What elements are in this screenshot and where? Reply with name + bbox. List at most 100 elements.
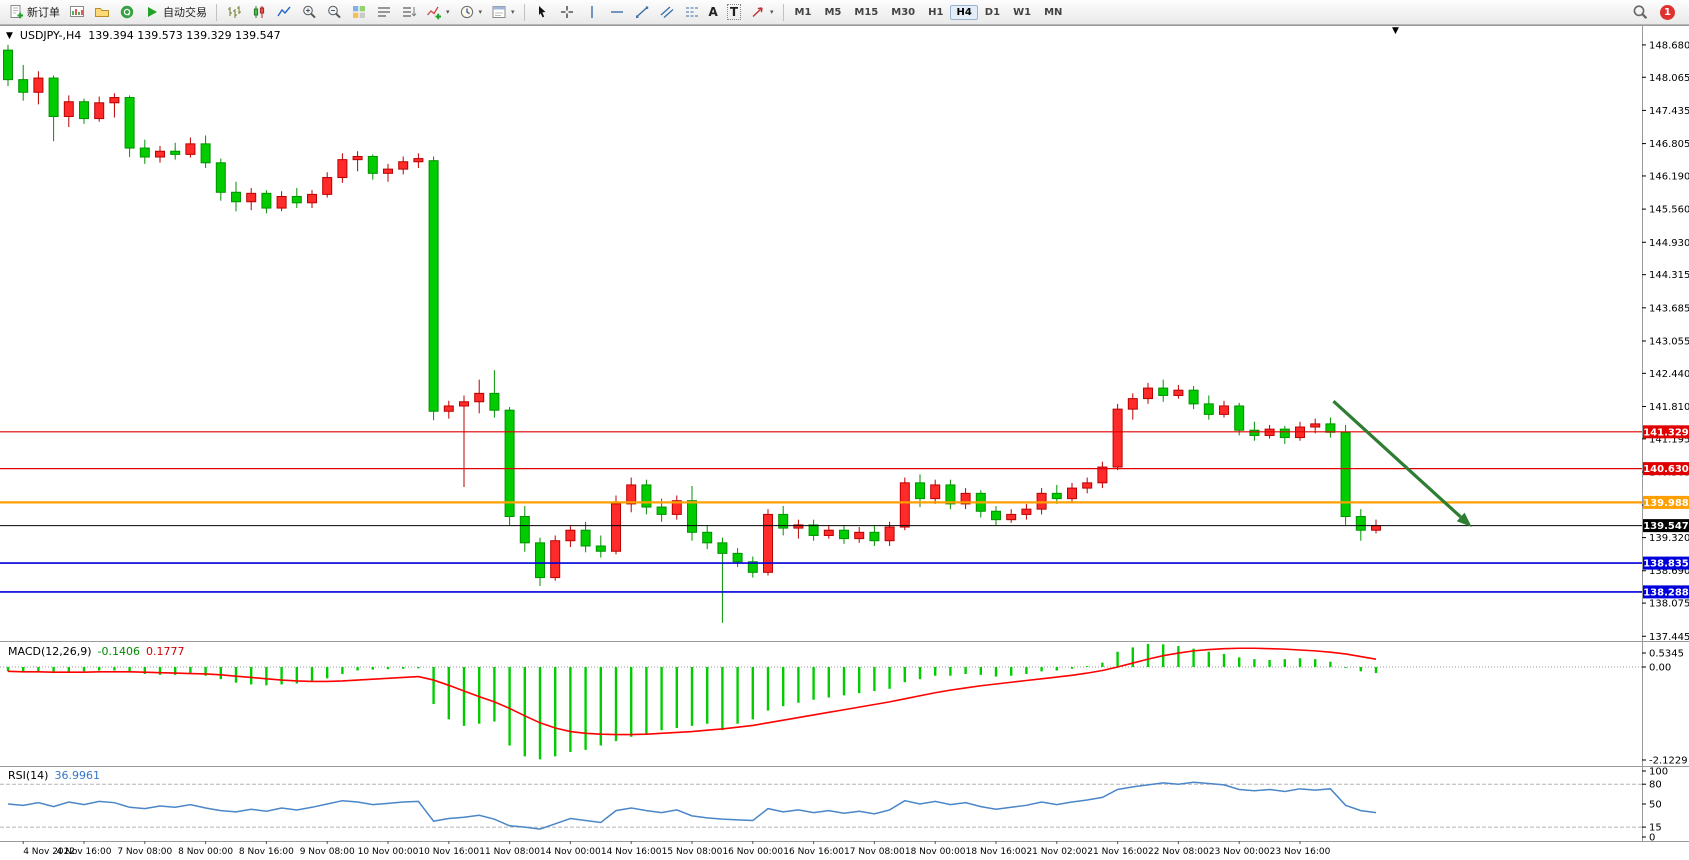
chevron-down-icon: ▾ (446, 8, 450, 16)
timeframe-m1-button[interactable]: M1 (794, 6, 812, 18)
arrange-windows-icon (378, 7, 390, 17)
svg-text:139.547: 139.547 (1643, 521, 1689, 532)
template-window-button[interactable]: ▾ (487, 2, 519, 23)
arrange-windows-button[interactable] (372, 2, 396, 23)
toolbar-separator (782, 3, 784, 21)
macd-pane[interactable]: 0.5345 0.00 -2.1229 (0, 643, 1688, 767)
trend-line-tool-button[interactable] (630, 2, 654, 23)
text-tool-button[interactable]: A (705, 2, 722, 23)
pane-separators (0, 25, 1689, 842)
price-axis[interactable]: 148.680 148.065 147.435 146.805 146.190 145.5… (1642, 40, 1689, 643)
chevron-down-icon: ▾ (478, 8, 483, 16)
zoom-in-icon (303, 5, 316, 19)
label-tool-button[interactable]: T (723, 2, 745, 23)
toolbar-separator (216, 3, 217, 21)
svg-text:21 Nov 16:00: 21 Nov 16:00 (1087, 847, 1148, 857)
zoom-out-button[interactable] (322, 2, 346, 23)
horizontal-levels[interactable]: 141.329 140.630 139.988 139.547 138.835 138.2… (0, 425, 1689, 599)
chart-canvas[interactable]: 148.680 148.065 147.435 146.805 146.190 145.5… (0, 25, 1689, 860)
fibonacci-tool-button[interactable] (680, 2, 704, 23)
bar-chart-icon (228, 6, 241, 18)
main-toolbar: 新订单 自动交易 (0, 0, 1689, 25)
svg-text:9 Nov 08:00: 9 Nov 08:00 (300, 847, 355, 857)
svg-text:17 Nov 08:00: 17 Nov 08:00 (844, 847, 905, 857)
template-window-icon (492, 6, 506, 18)
vertical-line-icon (590, 6, 593, 18)
svg-text:138.288: 138.288 (1643, 587, 1689, 598)
line-chart-icon (277, 6, 291, 17)
svg-text:23 Nov 00:00: 23 Nov 00:00 (1209, 847, 1270, 857)
timeframe-m15-button[interactable]: M15 (854, 6, 879, 18)
channel-tool-button[interactable] (655, 2, 679, 23)
cursor-tool-button[interactable] (530, 2, 554, 23)
line-chart-button[interactable] (272, 2, 296, 23)
svg-text:146.190: 146.190 (1649, 171, 1689, 182)
svg-text:22 Nov 08:00: 22 Nov 08:00 (1148, 847, 1209, 857)
rsi-value: 36.9961 (54, 769, 100, 782)
chart-symbol-label: USDJPY-,H4 (19, 29, 82, 42)
svg-text:16 Nov 00:00: 16 Nov 00:00 (722, 847, 783, 857)
macd-main-value: -0.1406 (97, 645, 141, 658)
svg-text:-2.1229: -2.1229 (1649, 756, 1688, 767)
vertical-line-tool-button[interactable] (580, 2, 604, 23)
new-chart-button[interactable] (65, 2, 89, 23)
svg-text:10 Nov 00:00: 10 Nov 00:00 (358, 847, 419, 857)
svg-text:138.075: 138.075 (1649, 599, 1689, 610)
timeframe-w1-button[interactable]: W1 (1013, 6, 1032, 18)
timeframe-h4-button[interactable]: H4 (950, 4, 978, 20)
profiles-button[interactable] (90, 2, 114, 23)
profiles-icon (95, 8, 109, 17)
cursor-icon (538, 6, 546, 18)
timeframe-mn-button[interactable]: MN (1044, 6, 1063, 18)
sort-list-button[interactable] (397, 2, 421, 23)
candlestick-chart-button[interactable] (247, 2, 271, 23)
tile-windows-button[interactable] (347, 2, 371, 23)
svg-text:8 Nov 00:00: 8 Nov 00:00 (178, 847, 233, 857)
svg-text:138.690: 138.690 (1649, 566, 1689, 577)
svg-text:11 Nov 08:00: 11 Nov 08:00 (479, 847, 540, 857)
svg-text:4 Nov 2022: 4 Nov 2022 (23, 847, 75, 857)
svg-text:80: 80 (1649, 780, 1662, 791)
zoom-in-button[interactable] (297, 2, 321, 23)
add-indicator-button[interactable]: ▾ (422, 2, 454, 23)
arrow-tool-icon (752, 7, 763, 18)
svg-text:144.930: 144.930 (1649, 238, 1689, 249)
timeframe-m5-button[interactable]: M5 (824, 6, 842, 18)
svg-text:138.835: 138.835 (1643, 559, 1689, 570)
auto-trading-label: 自动交易 (163, 6, 207, 19)
svg-text:141.810: 141.810 (1649, 402, 1689, 413)
trend-arrow-annotation[interactable] (1332, 400, 1472, 528)
chart-shift-marker[interactable]: ▼ (1392, 26, 1399, 36)
timeframe-d1-button[interactable]: D1 (984, 6, 1001, 18)
crosshair-icon (560, 6, 573, 18)
trend-line-icon (635, 6, 648, 18)
auto-trading-button[interactable]: 自动交易 (140, 2, 211, 23)
crosshair-tool-button[interactable] (555, 2, 579, 23)
bar-chart-button[interactable] (222, 2, 246, 23)
candlestick-series[interactable] (3, 44, 1381, 623)
period-clock-icon (460, 5, 473, 19)
rsi-label: RSI(14) (8, 769, 49, 782)
svg-text:147.435: 147.435 (1649, 106, 1689, 117)
community-button[interactable] (115, 2, 139, 23)
svg-text:145.560: 145.560 (1649, 205, 1689, 216)
chevron-down-icon: ▾ (770, 8, 774, 16)
svg-text:139.988: 139.988 (1643, 498, 1689, 509)
timeframe-m30-button[interactable]: M30 (891, 6, 916, 18)
arrow-tool-button[interactable]: ▾ (746, 2, 778, 23)
chart-dropdown-icon[interactable]: ▼ (6, 30, 13, 41)
community-icon (120, 5, 134, 19)
chart-ohlc-values: 139.394 139.573 139.329 139.547 (88, 29, 281, 42)
svg-text:18 Nov 00:00: 18 Nov 00:00 (905, 847, 966, 857)
rsi-pane[interactable]: 100 80 50 150 (0, 767, 1668, 844)
horizontal-line-tool-button[interactable] (605, 2, 629, 23)
svg-text:141.329: 141.329 (1643, 427, 1689, 438)
search-icon (1633, 5, 1648, 19)
search-button[interactable] (1632, 4, 1648, 20)
notification-badge[interactable]: 1 (1660, 4, 1675, 20)
svg-text:143.685: 143.685 (1649, 303, 1689, 314)
period-clock-button[interactable]: ▾ (455, 2, 487, 23)
new-order-button[interactable]: 新订单 (4, 2, 64, 23)
timeframe-h1-button[interactable]: H1 (928, 6, 944, 18)
